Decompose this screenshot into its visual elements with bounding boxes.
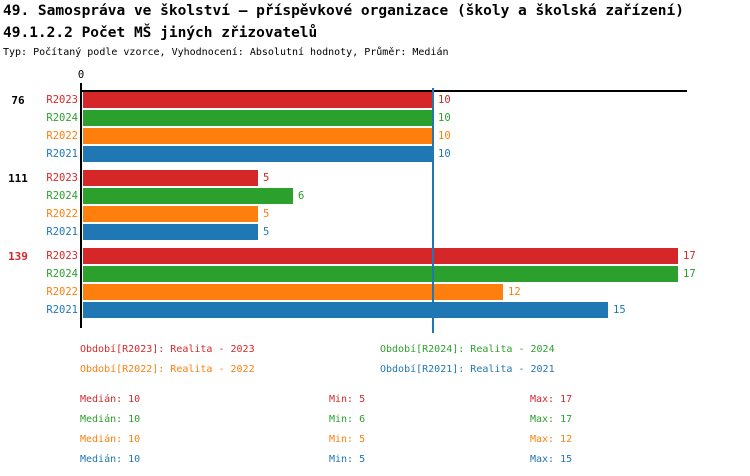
series-row-label: R2021	[46, 148, 78, 160]
bar-value-label: 10	[438, 112, 451, 124]
series-row-label: R2023	[46, 94, 78, 106]
axis-top-line	[80, 90, 687, 92]
stat-max-r2021: Max: 15	[530, 454, 573, 465]
bar-value-label: 17	[683, 268, 696, 280]
bar	[83, 92, 433, 108]
series-row-label: R2024	[46, 190, 78, 202]
bar	[83, 302, 608, 318]
stat-min-r2023: Min: 5	[329, 394, 366, 405]
axis-zero-tick-label: 0	[77, 69, 85, 81]
bar-value-label: 5	[263, 172, 270, 184]
bar	[83, 146, 433, 162]
stat-min-r2021: Min: 5	[329, 454, 366, 465]
bar	[83, 266, 678, 282]
axis-vertical-line	[80, 83, 82, 328]
indicator-title: 49.1.2.2 Počet MŠ jiných zřizovatelů	[3, 25, 318, 41]
series-row-label: R2021	[46, 226, 78, 238]
bar-value-label: 6	[298, 190, 305, 202]
bar	[83, 188, 293, 204]
bar-value-label: 15	[613, 304, 626, 316]
bar	[83, 128, 433, 144]
stat-median-r2021: Medián: 10	[80, 454, 141, 465]
stat-min-r2024: Min: 6	[329, 414, 366, 425]
series-row-label: R2023	[46, 250, 78, 262]
legend-item-r2023: Období[R2023]: Realita - 2023	[80, 344, 255, 355]
bar	[83, 284, 503, 300]
bar-value-label: 17	[683, 250, 696, 262]
series-row-label: R2024	[46, 268, 78, 280]
bar-value-label: 10	[438, 148, 451, 160]
median-marker-line	[432, 88, 434, 333]
bar-value-label: 12	[508, 286, 521, 298]
group-total-label: 76	[11, 94, 25, 107]
stat-min-r2022: Min: 5	[329, 434, 366, 445]
bar-value-label: 5	[263, 208, 270, 220]
legend-item-r2022: Období[R2022]: Realita - 2022	[80, 364, 255, 375]
bar	[83, 224, 258, 240]
series-row-label: R2021	[46, 304, 78, 316]
bar	[83, 170, 258, 186]
grouped-bar-chart: 0 76 R2023 10 R2024 10 R2022 10 R2021 10 111 R2023 5…	[8, 69, 696, 333]
series-row-label: R2022	[46, 208, 78, 220]
stat-median-r2022: Medián: 10	[80, 434, 141, 445]
series-row-label: R2022	[46, 130, 78, 142]
bar	[83, 110, 433, 126]
group-total-label: 111	[8, 172, 28, 185]
stat-median-r2024: Medián: 10	[80, 414, 141, 425]
stat-max-r2022: Max: 12	[530, 434, 573, 445]
stat-median-r2023: Medián: 10	[80, 394, 141, 405]
stat-max-r2023: Max: 17	[530, 394, 573, 405]
series-row-label: R2022	[46, 286, 78, 298]
stat-max-r2024: Max: 17	[530, 414, 573, 425]
bar-value-label: 10	[438, 94, 451, 106]
bar-value-label: 10	[438, 130, 451, 142]
series-row-label: R2024	[46, 112, 78, 124]
indicator-meta: Typ: Počítaný podle vzorce, Vyhodnocení:…	[3, 47, 449, 58]
series-row-label: R2023	[46, 172, 78, 184]
bar	[83, 206, 258, 222]
legend-item-r2024: Období[R2024]: Realita - 2024	[380, 344, 555, 355]
group-total-label: 139	[8, 250, 28, 263]
report-title: 49. Samospráva ve školství – příspěvkové…	[3, 3, 684, 19]
legend-item-r2021: Období[R2021]: Realita - 2021	[380, 364, 555, 375]
bar	[83, 248, 678, 264]
bar-value-label: 5	[263, 226, 270, 238]
